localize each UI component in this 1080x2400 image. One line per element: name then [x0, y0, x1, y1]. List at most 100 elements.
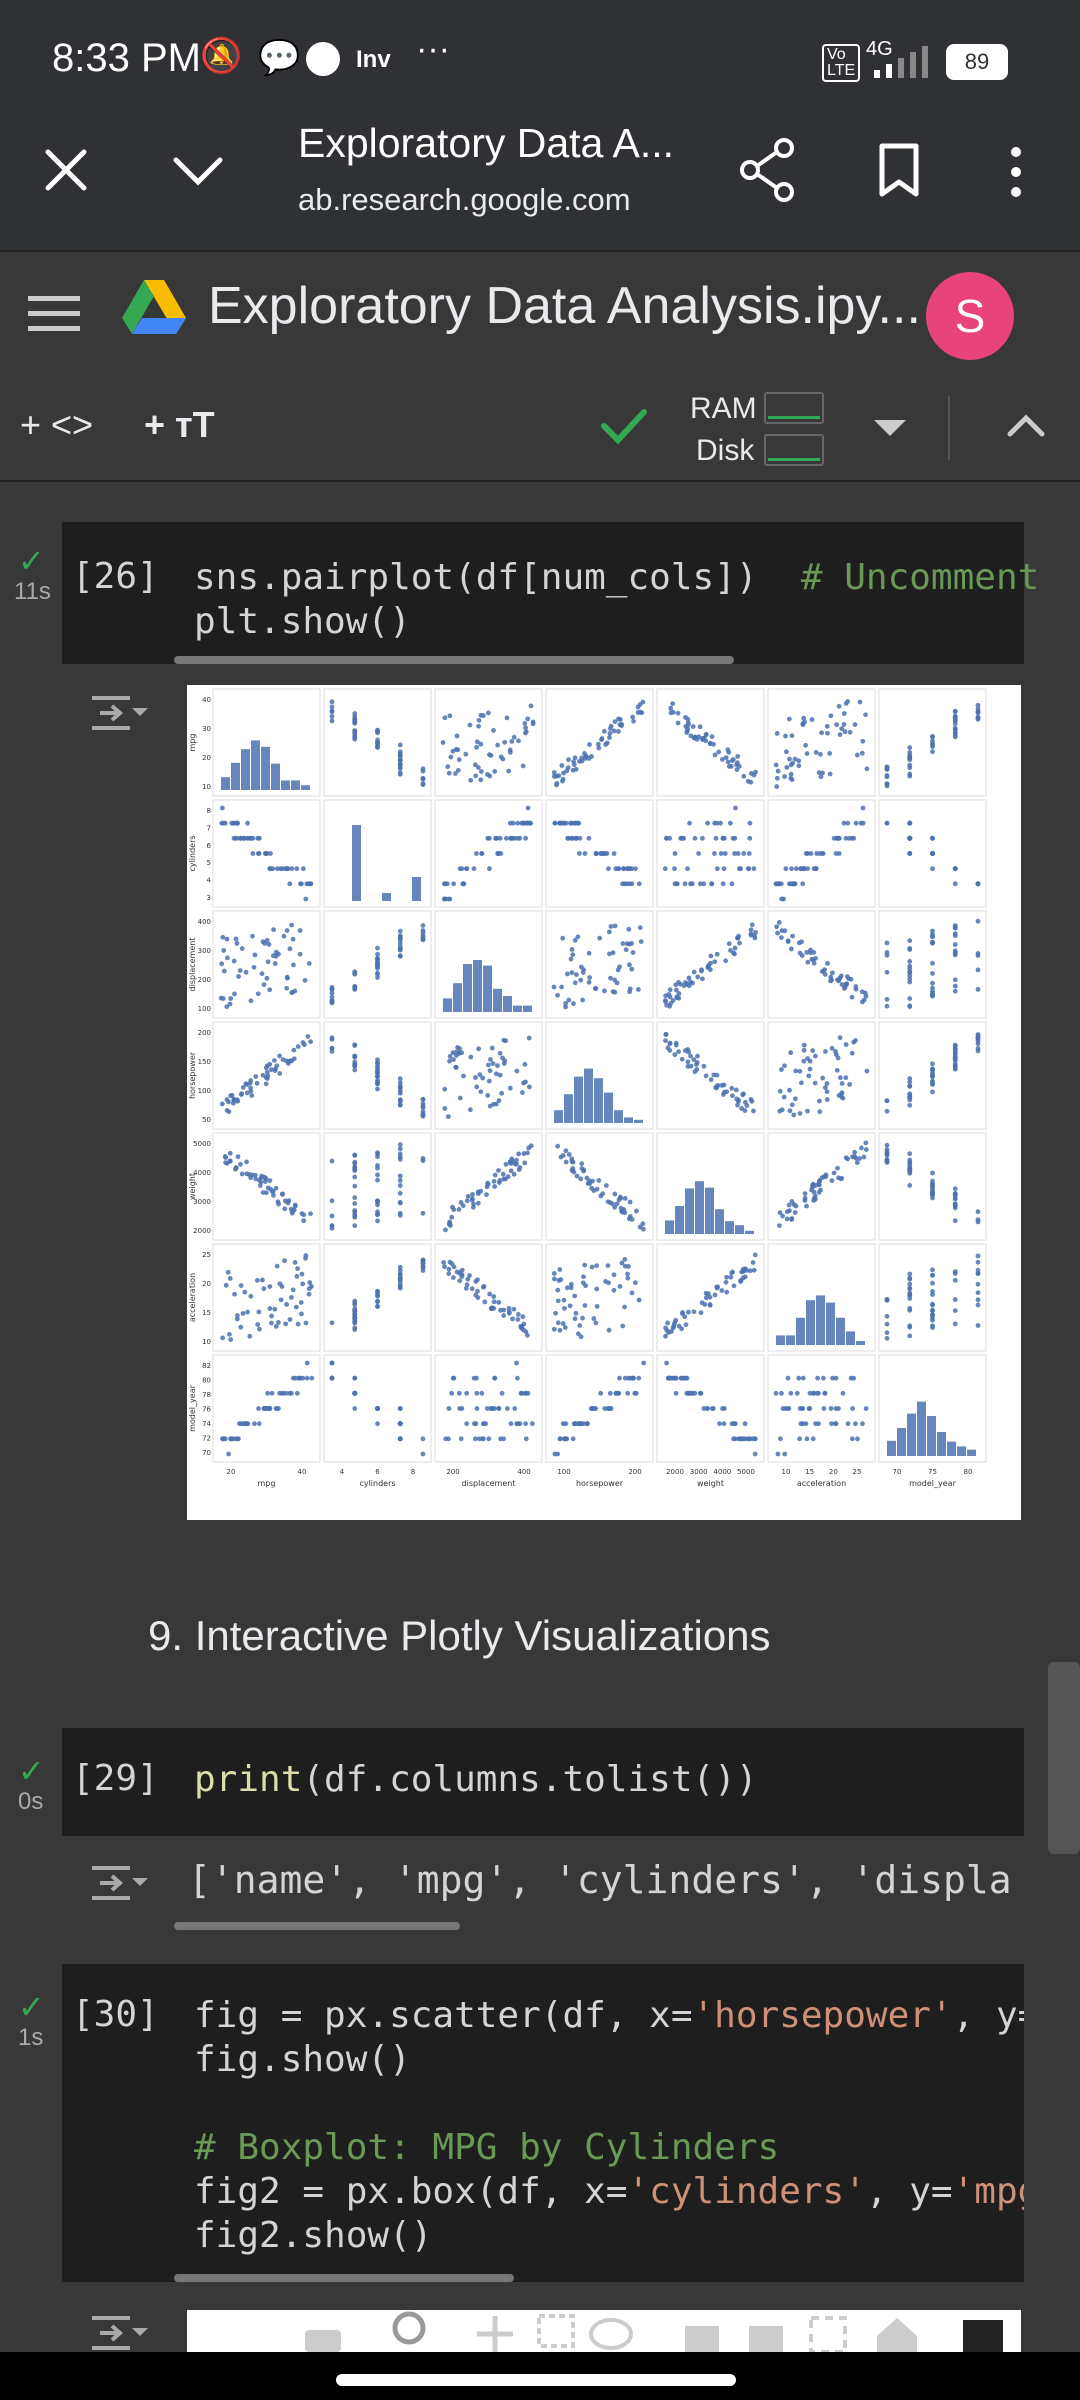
- cell-26-horizontal-scrollbar[interactable]: [174, 656, 734, 664]
- scatter-point: [704, 1406, 710, 1411]
- scatter-point: [780, 1213, 785, 1219]
- scatter-point: [568, 835, 574, 841]
- y-tick-label: 5: [207, 859, 211, 867]
- avatar[interactable]: S: [926, 272, 1014, 360]
- share-icon[interactable]: [738, 138, 796, 202]
- x-tick-label: 5000: [737, 1468, 755, 1476]
- notebook-title[interactable]: Exploratory Data Analysis.ipy...: [208, 277, 921, 335]
- scatter-point: [500, 1055, 505, 1061]
- scatter-point: [270, 953, 276, 959]
- add-text-cell-button[interactable]: + ᴛT: [144, 404, 215, 445]
- cell-29-output-scrollbar[interactable]: [174, 1922, 460, 1930]
- output-actions-icon[interactable]: [90, 1858, 150, 1908]
- scatter-point: [234, 1316, 240, 1322]
- scatter-point: [554, 780, 560, 786]
- scatter-point: [551, 770, 557, 775]
- bookmark-icon[interactable]: [878, 142, 920, 198]
- cell-30-code[interactable]: [30] fig = px.scatter(df, x='horsepower'…: [62, 1964, 1024, 2282]
- histogram-bar: [705, 1187, 714, 1234]
- scatter-point: [975, 1034, 981, 1040]
- scatter-point: [579, 755, 585, 761]
- scatter-point: [474, 739, 480, 745]
- output-actions-icon[interactable]: [90, 2308, 150, 2352]
- tab-url[interactable]: ab.research.google.com: [298, 182, 631, 217]
- scatter-point: [420, 937, 426, 943]
- scatter-point: [508, 1161, 514, 1166]
- scatter-point: [806, 1406, 812, 1411]
- notebook-scrollbar[interactable]: [1048, 1662, 1080, 1854]
- scatter-point: [397, 1142, 403, 1148]
- scatter-point: [329, 1158, 335, 1164]
- scatter-point: [496, 1098, 502, 1104]
- scatter-point: [420, 1268, 426, 1273]
- scatter-point: [295, 1321, 301, 1327]
- volte-icon: Vo LTE: [822, 44, 860, 82]
- scatter-point: [721, 835, 727, 841]
- y-axis-label: model_year: [188, 1384, 197, 1431]
- scatter-point: [329, 990, 335, 996]
- scatter-point: [802, 1198, 808, 1203]
- scatter-point: [263, 851, 269, 856]
- scatter-point: [785, 1375, 791, 1381]
- scatter-point: [525, 805, 531, 811]
- scatter-point: [397, 1210, 403, 1216]
- scatter-point: [907, 1076, 913, 1081]
- scatter-point: [227, 1331, 232, 1337]
- scatter-point: [607, 1390, 613, 1396]
- scatter-point: [271, 927, 276, 933]
- scatter-point: [843, 1042, 849, 1047]
- cell-29-prompt: [29]: [72, 1758, 159, 1799]
- scatter-point: [789, 866, 794, 872]
- scatter-point: [635, 710, 641, 715]
- scatter-point: [952, 983, 958, 989]
- scatter-point: [225, 1269, 231, 1275]
- scatter-point: [683, 714, 688, 720]
- cell-30-horizontal-scrollbar[interactable]: [174, 2274, 514, 2282]
- cell-26-prompt: [26]: [72, 556, 159, 597]
- scatter-point: [500, 1171, 506, 1177]
- scatter-point: [852, 1149, 858, 1155]
- scatter-point: [930, 1081, 935, 1087]
- scatter-point: [975, 1271, 981, 1277]
- scatter-point: [447, 1058, 452, 1064]
- close-icon[interactable]: [44, 148, 88, 192]
- scatter-point: [476, 723, 482, 729]
- more-vert-icon[interactable]: [1006, 144, 1026, 200]
- output-actions-icon[interactable]: [90, 688, 150, 738]
- histogram-bar: [786, 1335, 795, 1345]
- collapse-up-icon[interactable]: [1006, 414, 1046, 438]
- histogram-bar: [695, 1181, 704, 1234]
- scatter-point: [300, 866, 306, 872]
- scatter-point: [293, 1375, 298, 1381]
- scatter-point: [287, 1317, 293, 1322]
- add-code-cell-button[interactable]: + <>: [20, 404, 94, 445]
- scatter-point: [442, 1106, 448, 1111]
- scatter-point: [667, 1040, 673, 1046]
- scatter-point: [458, 1436, 464, 1442]
- scatter-point: [298, 881, 303, 887]
- cell-30-line-5: fig2.show(): [194, 2215, 433, 2256]
- cell-30-line-1: fig = px.scatter(df, x='horsepower', y=: [194, 1994, 1024, 2038]
- scatter-point: [491, 1178, 497, 1184]
- scatter-point: [456, 1050, 461, 1056]
- scatter-point: [450, 748, 456, 754]
- scatter-point: [930, 866, 935, 872]
- cell-26-code[interactable]: [26] sns.pairplot(df[num_cols]) # Uncomm…: [62, 522, 1039, 664]
- pairplot-panel: [878, 1243, 987, 1352]
- scatter-point: [682, 881, 688, 887]
- menu-icon[interactable]: [28, 294, 80, 334]
- scatter-point: [907, 938, 913, 944]
- scatter-point: [512, 1406, 518, 1411]
- scatter-point: [719, 1288, 725, 1293]
- scatter-point: [551, 1276, 557, 1282]
- chevron-down-icon[interactable]: [172, 154, 224, 186]
- scatter-point: [294, 1274, 300, 1279]
- resources-dropdown-icon[interactable]: [874, 418, 906, 438]
- scatter-point: [636, 1375, 642, 1381]
- scatter-point: [625, 1275, 631, 1281]
- scatter-point: [773, 762, 779, 768]
- home-indicator[interactable]: [336, 2374, 736, 2386]
- cell-29-code[interactable]: [29] print(df.columns.tolist()): [62, 1728, 1024, 1836]
- scatter-point: [236, 974, 241, 979]
- scatter-point: [636, 881, 642, 887]
